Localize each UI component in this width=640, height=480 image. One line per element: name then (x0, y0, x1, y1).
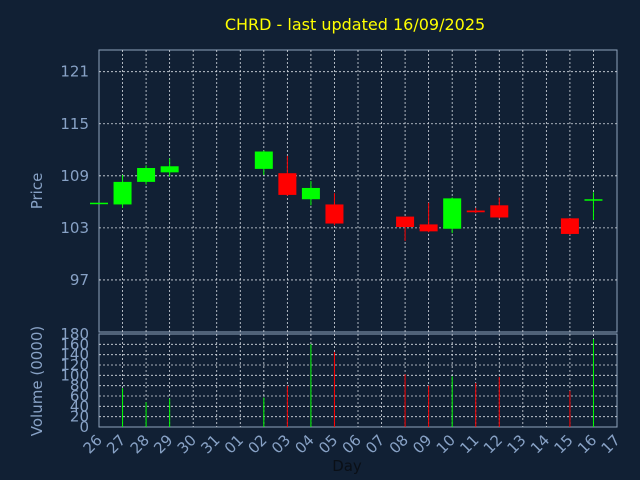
day-label-03: 03 (268, 431, 294, 457)
price-tick-97: 97 (70, 271, 89, 289)
candle-body-26 (90, 202, 108, 205)
candle-16 (584, 192, 603, 221)
candle-body-28 (137, 168, 156, 182)
candle-05 (325, 193, 344, 226)
candle-body-03 (278, 173, 297, 195)
candle-10 (443, 197, 462, 234)
candle-body-12 (490, 205, 509, 218)
candle-26 (90, 202, 108, 205)
volume-axis-label: Volume (0000) (28, 326, 46, 436)
candles (90, 150, 603, 241)
day-label-06: 06 (339, 431, 365, 457)
candle-body-29 (160, 166, 179, 173)
candle-08 (396, 216, 415, 241)
candle-body-05 (325, 204, 344, 224)
candle-12 (490, 197, 509, 219)
day-label-01: 01 (221, 431, 247, 457)
volume-tick-160: 160 (60, 335, 89, 353)
price-tick-115: 115 (60, 115, 89, 133)
candle-09 (419, 202, 438, 233)
price-tick-103: 103 (60, 219, 89, 237)
day-label-17: 17 (598, 431, 624, 457)
candle-body-10 (443, 198, 462, 229)
day-label-12: 12 (480, 431, 506, 457)
volume-bars (122, 339, 594, 427)
candle-body-27 (113, 181, 132, 205)
day-label-05: 05 (315, 431, 341, 457)
volume-tick-60: 60 (70, 387, 89, 405)
candle-body-16 (584, 199, 603, 201)
volume-tick-180: 180 (60, 325, 89, 343)
volume-tick-120: 120 (60, 356, 89, 374)
price-grid (99, 50, 617, 332)
day-label-30: 30 (174, 431, 200, 457)
price-axis-label: Price (28, 173, 46, 210)
volume-tick-0: 0 (79, 418, 89, 436)
day-label-16: 16 (574, 431, 600, 457)
candle-15 (560, 218, 579, 235)
candle-body-08 (396, 216, 415, 228)
day-label-28: 28 (127, 431, 153, 457)
volume-tick-20: 20 (70, 408, 89, 426)
candle-11 (466, 207, 485, 214)
day-label-14: 14 (527, 431, 553, 457)
candle-27 (113, 174, 132, 208)
volume-tick-140: 140 (60, 346, 89, 364)
volume-tick-100: 100 (60, 366, 89, 384)
day-label-31: 31 (197, 431, 223, 457)
candle-body-09 (419, 224, 438, 232)
day-label-27: 27 (103, 431, 129, 457)
candle-29 (160, 158, 179, 177)
candle-body-04 (301, 187, 320, 200)
day-label-13: 13 (503, 431, 529, 457)
x-axis-label: Day (332, 457, 362, 475)
volume-grid (99, 334, 617, 427)
volume-tick-80: 80 (70, 377, 89, 395)
price-tick-109: 109 (60, 167, 89, 185)
candle-04 (301, 181, 320, 206)
day-labels: 2627282930310102030405060708091011121314… (80, 431, 624, 457)
volume-tick-40: 40 (70, 397, 89, 415)
chart-title: CHRD - last updated 16/09/2025 (225, 15, 485, 34)
day-label-11: 11 (456, 431, 482, 457)
day-label-15: 15 (551, 431, 577, 457)
candle-28 (137, 165, 156, 185)
price-tick-labels: 97 103 109 115 121 (60, 63, 89, 289)
candle-03 (278, 155, 297, 196)
candle-body-11 (466, 210, 485, 213)
day-label-07: 07 (362, 431, 388, 457)
candle-02 (254, 150, 273, 175)
day-label-29: 29 (150, 431, 176, 457)
candle-body-15 (560, 218, 579, 234)
day-label-08: 08 (386, 431, 412, 457)
price-tick-121: 121 (60, 63, 89, 81)
day-label-10: 10 (433, 431, 459, 457)
day-label-09: 09 (409, 431, 435, 457)
day-label-04: 04 (292, 431, 318, 457)
candle-body-02 (254, 151, 273, 169)
day-label-02: 02 (244, 431, 270, 457)
